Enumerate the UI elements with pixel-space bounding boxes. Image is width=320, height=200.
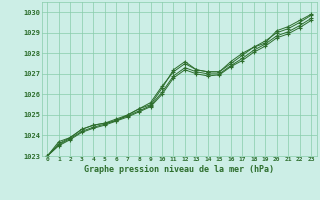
X-axis label: Graphe pression niveau de la mer (hPa): Graphe pression niveau de la mer (hPa)	[84, 165, 274, 174]
